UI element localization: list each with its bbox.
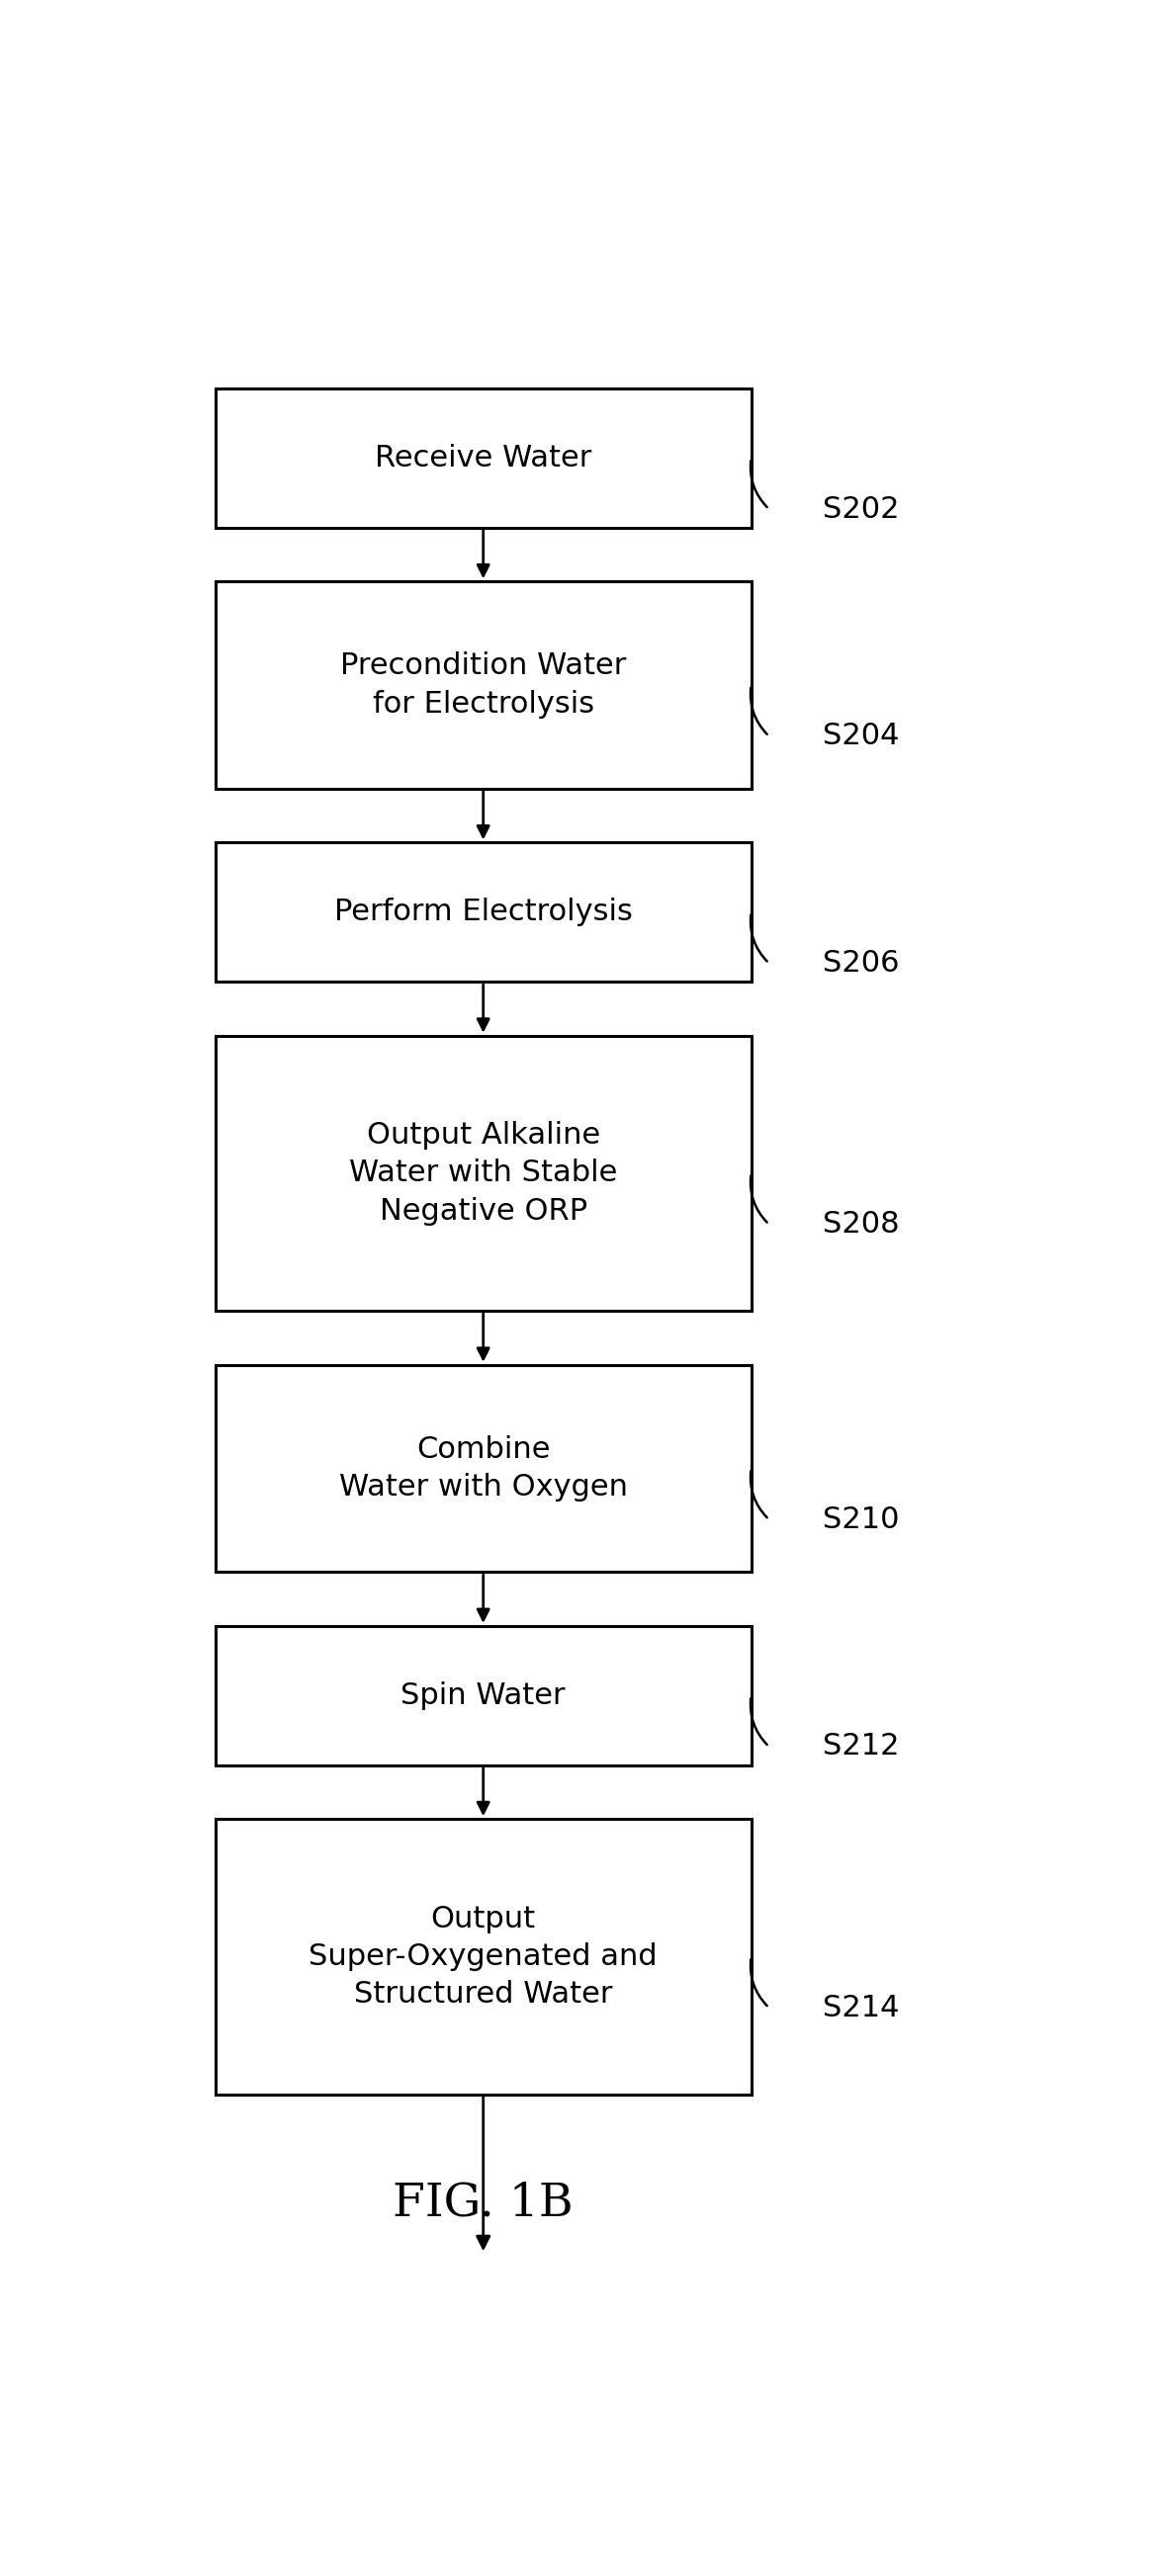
Text: Perform Electrolysis: Perform Electrolysis — [334, 899, 632, 927]
Text: S214: S214 — [823, 1994, 900, 2022]
Text: Output Alkaline
Water with Stable
Negative ORP: Output Alkaline Water with Stable Negati… — [349, 1121, 617, 1226]
Text: Combine
Water with Oxygen: Combine Water with Oxygen — [339, 1435, 628, 1502]
Text: FIG. 1B: FIG. 1B — [393, 2182, 574, 2226]
Bar — [215, 582, 751, 788]
Text: S210: S210 — [823, 1504, 900, 1533]
Text: S208: S208 — [823, 1211, 900, 1239]
Bar — [215, 1365, 751, 1571]
Bar — [215, 1036, 751, 1311]
Text: Receive Water: Receive Water — [374, 443, 592, 471]
Text: S204: S204 — [823, 721, 900, 750]
Text: Output
Super-Oxygenated and
Structured Water: Output Super-Oxygenated and Structured W… — [309, 1904, 658, 2009]
Text: Spin Water: Spin Water — [401, 1682, 566, 1710]
Text: S212: S212 — [823, 1731, 900, 1762]
Text: S202: S202 — [823, 495, 900, 523]
Bar — [215, 1819, 751, 2094]
Text: Precondition Water
for Electrolysis: Precondition Water for Electrolysis — [340, 652, 627, 719]
Bar — [215, 389, 751, 528]
Bar — [215, 842, 751, 981]
Bar — [215, 1625, 751, 1765]
Text: S206: S206 — [823, 948, 900, 976]
